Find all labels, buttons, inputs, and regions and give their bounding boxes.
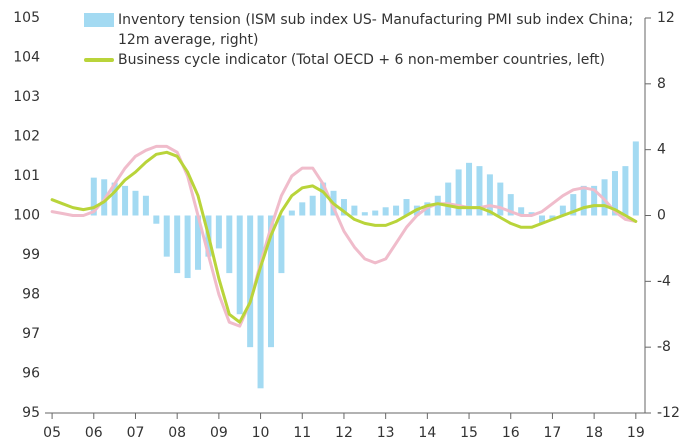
bar [382,207,389,216]
y-tick-label: 101 [13,168,40,184]
x-tick-label: 18 [585,425,603,441]
bar [257,215,264,389]
bar [278,215,285,274]
bar [372,210,379,216]
y-tick-label: 100 [13,208,40,224]
bar [507,194,514,216]
y-tick-label: 99 [22,247,40,263]
bar [90,177,97,216]
bar [299,202,306,216]
legend-swatch [84,58,114,62]
y-tick-label: 102 [13,129,40,145]
x-tick-label: 19 [627,425,645,441]
bar [247,215,254,348]
bar [195,215,202,270]
x-tick-label: 10 [252,425,270,441]
bar [320,182,327,216]
y-tick-label: 98 [22,287,40,303]
bar [622,166,629,216]
bar [466,162,473,216]
x-tick-label: 07 [127,425,145,441]
x-tick-label: 11 [293,425,311,441]
x-tick-label: 06 [85,425,103,441]
bar [309,195,316,216]
x-tick-label: 09 [210,425,228,441]
x-tick-label: 13 [377,425,395,441]
x-tick-label: 14 [418,425,436,441]
bar [236,215,243,315]
bar [476,166,483,216]
legend: Inventory tension (ISM sub index US- Man… [84,10,648,70]
bar [570,194,577,216]
bar [267,215,274,348]
bar [528,212,535,216]
bar [497,182,504,216]
line [50,150,638,324]
bar [403,199,410,216]
legend-label: Inventory tension (ISM sub index US- Man… [118,12,634,48]
x-tick-label: 05 [43,425,61,441]
bar [591,185,598,216]
y2-tick-label: 12 [657,10,675,26]
legend-swatch [84,13,114,27]
legend-entry: Inventory tension (ISM sub index US- Man… [84,10,648,50]
bar [132,190,139,216]
bar [539,215,546,224]
bar [163,215,170,257]
x-tick-label: 08 [168,425,186,441]
y-tick-label: 103 [13,89,40,105]
bar [215,215,222,249]
bar [455,169,462,216]
x-tick-label: 17 [544,425,562,441]
bar [601,179,608,216]
bar [340,199,347,216]
bar [580,185,587,216]
y-tick-label: 104 [13,50,40,66]
legend-entry: Business cycle indicator (Total OECD + 6… [84,50,648,70]
y-tick-label: 95 [22,405,40,421]
bar [351,205,358,216]
y2-tick-label: -8 [657,339,671,355]
x-tick-label: 12 [335,425,353,441]
x-tick-label: 16 [502,425,520,441]
bar [632,141,639,216]
bar [611,171,618,216]
bar [142,195,149,216]
bar [184,215,191,279]
x-tick-label: 15 [460,425,478,441]
y-tick-label: 97 [22,326,40,342]
bar [518,207,525,216]
bar [486,174,493,216]
bar [111,182,118,216]
bar [393,205,400,216]
bar [174,215,181,274]
bar [122,185,129,216]
y2-tick-label: 8 [657,76,666,92]
y-tick-label: 96 [22,366,40,382]
bar [434,195,441,216]
y2-tick-label: 0 [657,208,666,224]
bar [153,215,160,224]
y-tick-label: 105 [13,10,40,26]
line [50,144,638,328]
y2-tick-label: 4 [657,142,666,158]
bar [361,212,368,216]
y2-tick-label: -12 [657,405,680,421]
bar [226,215,233,274]
bar [445,182,452,216]
bar [559,205,566,216]
y2-tick-label: -4 [657,273,671,289]
bar [288,210,295,216]
legend-label: Business cycle indicator (Total OECD + 6… [118,52,605,68]
